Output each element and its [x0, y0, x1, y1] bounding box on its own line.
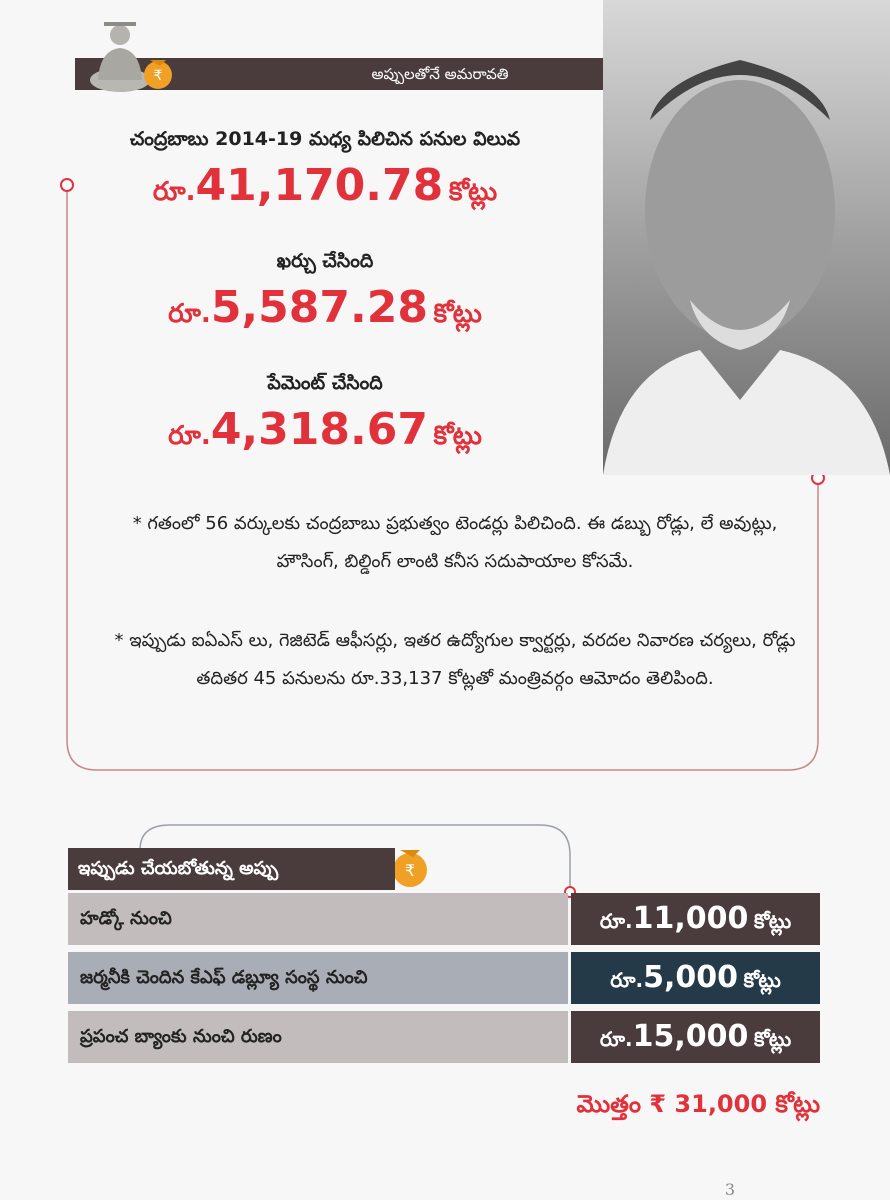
- note: * గతంలో 56 వర్కులకు చంద్రబాబు ప్రభుత్వం …: [132, 513, 778, 572]
- portrait-photo: [603, 0, 890, 475]
- amount: 11,000: [632, 901, 749, 936]
- stat-label: చంద్రబాబు 2014-19 మధ్య పిలిచిన పనుల విలు…: [129, 128, 521, 150]
- row-source: ప్రపంచ బ్యాంకు నుంచి రుణం: [68, 1011, 568, 1063]
- frame-line: [66, 185, 819, 771]
- total: మొత్తం ₹ 31,000 కోట్లు: [576, 1090, 820, 1118]
- dot: [60, 178, 74, 192]
- page-number: 3: [724, 1180, 736, 1199]
- row-source: హడ్కో నుంచి: [68, 893, 568, 945]
- table-frame: [139, 824, 571, 890]
- currency: రూ.: [152, 177, 196, 207]
- unit: కోట్లు: [433, 299, 482, 329]
- row-source: జర్మనీకి చెందిన కేఎఫ్ డబ్ల్యూ సంస్థ నుంచ…: [68, 952, 568, 1004]
- row-amount: రూ.15,000 కోట్లు: [571, 1011, 820, 1063]
- stat-label: పేమెంట్ చేసింది: [267, 372, 383, 394]
- row-amount: రూ.5,000 కోట్లు: [571, 952, 820, 1004]
- currency: రూ.: [168, 421, 211, 451]
- table-row: జర్మనీకి చెందిన కేఎఫ్ డబ్ల్యూ సంస్థ నుంచ…: [68, 952, 820, 1004]
- statue-icon: [90, 22, 150, 92]
- currency: రూ.: [599, 1027, 633, 1051]
- money-bag-icon: ₹: [393, 850, 427, 887]
- amount: 15,000: [632, 1019, 749, 1054]
- money-bag-icon: ₹: [144, 60, 172, 89]
- unit: కోట్లు: [754, 1027, 792, 1051]
- unit: కోట్లు: [754, 909, 792, 933]
- header-title: అప్పులతోనే అమరావతి: [371, 65, 509, 83]
- stat-label: ఖర్చు చేసింది: [276, 250, 374, 272]
- currency: రూ.: [599, 909, 633, 933]
- svg-text:₹: ₹: [154, 68, 163, 84]
- currency: రూ.: [168, 299, 211, 329]
- amount: 41,170.78: [195, 160, 444, 211]
- currency: రూ.: [610, 968, 644, 992]
- table-row: ప్రపంచ బ్యాంకు నుంచి రుణం రూ.15,000 కోట్ల…: [68, 1011, 820, 1063]
- table-title-bar: [68, 848, 395, 890]
- stat-value: రూ.5,587.28 కోట్లు: [80, 282, 570, 335]
- unit: కోట్లు: [743, 968, 781, 992]
- unit: కోట్లు: [448, 177, 498, 207]
- stat-value: రూ.4,318.67 కోట్లు: [80, 404, 570, 457]
- amount: 5,000: [643, 960, 738, 995]
- svg-text:₹: ₹: [405, 861, 415, 880]
- row-amount: రూ.11,000 కోట్లు: [571, 893, 820, 945]
- table-row: హడ్కో నుంచి రూ.11,000 కోట్లు: [68, 893, 820, 945]
- amount: 5,587.28: [210, 282, 428, 333]
- unit: కోట్లు: [433, 421, 482, 451]
- stat-value: రూ.41,170.78 కోట్లు: [80, 160, 570, 213]
- table-title: ఇప్పుడు చేయబోతున్న అప్పు: [78, 858, 279, 879]
- note: * ఇప్పుడు ఐఏఎస్ లు, గెజిటెడ్ ఆఫీసర్లు, ఇ…: [114, 630, 796, 689]
- amount: 4,318.67: [210, 404, 428, 455]
